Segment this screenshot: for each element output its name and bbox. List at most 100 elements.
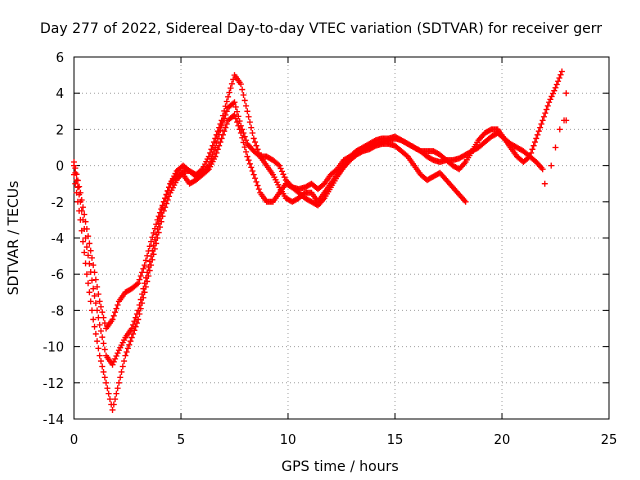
data-point bbox=[254, 182, 261, 189]
data-point bbox=[109, 316, 116, 323]
data-point bbox=[122, 352, 129, 359]
data-point bbox=[218, 117, 225, 124]
data-point bbox=[101, 346, 108, 353]
data-point bbox=[83, 225, 90, 232]
data-point bbox=[213, 149, 220, 156]
data-point bbox=[145, 273, 152, 280]
data-point bbox=[115, 379, 122, 386]
data-point bbox=[85, 233, 92, 240]
data-point bbox=[114, 385, 121, 392]
data-point bbox=[74, 177, 81, 184]
data-point bbox=[101, 374, 108, 381]
data-point bbox=[208, 146, 215, 153]
data-point bbox=[154, 235, 161, 241]
data-point bbox=[144, 278, 151, 285]
data-point bbox=[243, 148, 250, 155]
data-point bbox=[90, 262, 97, 269]
data-point bbox=[529, 146, 536, 153]
data-point bbox=[159, 202, 166, 209]
data-point bbox=[276, 162, 283, 169]
data-point bbox=[222, 124, 229, 131]
data-point bbox=[97, 358, 104, 365]
data-point bbox=[563, 90, 570, 97]
data-point bbox=[245, 157, 252, 164]
data-marks bbox=[71, 68, 570, 413]
data-point bbox=[237, 130, 244, 137]
data-point bbox=[279, 168, 286, 175]
data-point bbox=[555, 78, 562, 85]
data-point bbox=[252, 175, 259, 182]
data-point bbox=[72, 165, 79, 172]
data-point bbox=[79, 238, 86, 245]
data-point bbox=[280, 171, 287, 178]
data-point bbox=[99, 363, 106, 370]
data-point bbox=[239, 134, 246, 141]
data-point bbox=[240, 139, 247, 146]
data-point bbox=[240, 92, 247, 99]
data-point bbox=[113, 305, 120, 312]
data-point bbox=[72, 180, 79, 187]
data-point bbox=[92, 276, 99, 283]
data-point bbox=[119, 363, 126, 370]
data-point bbox=[543, 106, 550, 113]
data-point bbox=[105, 390, 112, 397]
data-point bbox=[148, 238, 155, 245]
data-point bbox=[231, 99, 238, 106]
data-point bbox=[139, 269, 146, 276]
data-point bbox=[148, 262, 155, 269]
data-point bbox=[246, 119, 253, 126]
data-point bbox=[552, 144, 559, 151]
data-point bbox=[114, 350, 121, 357]
data-point bbox=[94, 283, 101, 290]
data-point bbox=[155, 229, 162, 236]
data-point bbox=[131, 327, 138, 334]
y-tick-label: 6 bbox=[56, 51, 64, 66]
y-tick-label: -8 bbox=[51, 304, 64, 319]
data-point bbox=[88, 307, 95, 314]
y-tick-label: -14 bbox=[43, 413, 64, 428]
chart-title: Day 277 of 2022, Sidereal Day-to-day VTE… bbox=[40, 21, 602, 37]
data-point bbox=[139, 300, 146, 307]
data-point bbox=[213, 131, 220, 138]
data-point bbox=[141, 289, 148, 296]
data-point bbox=[209, 142, 216, 149]
data-point bbox=[95, 314, 102, 321]
y-tick-label: -10 bbox=[43, 341, 64, 356]
data-point bbox=[214, 146, 221, 153]
data-point bbox=[99, 334, 106, 341]
data-point bbox=[74, 184, 81, 191]
data-point bbox=[248, 124, 255, 131]
data-point bbox=[113, 353, 120, 360]
data-point bbox=[219, 131, 226, 138]
data-point bbox=[96, 352, 103, 359]
data-point bbox=[162, 195, 169, 202]
data-point bbox=[530, 142, 537, 149]
data-point bbox=[556, 74, 563, 81]
data-point bbox=[236, 126, 243, 133]
data-point bbox=[133, 281, 140, 288]
data-point bbox=[255, 149, 262, 156]
data-point bbox=[557, 71, 564, 78]
data-point bbox=[226, 89, 233, 96]
data-point bbox=[544, 102, 551, 109]
x-tick-label: 15 bbox=[387, 433, 404, 448]
data-point bbox=[231, 111, 238, 118]
data-point bbox=[103, 379, 110, 386]
data-point bbox=[549, 90, 556, 97]
data-point bbox=[137, 273, 144, 280]
data-point bbox=[112, 309, 119, 316]
data-point bbox=[146, 243, 153, 250]
data-point bbox=[94, 307, 101, 314]
data-point bbox=[204, 167, 211, 174]
data-point bbox=[534, 131, 541, 138]
data-point bbox=[535, 128, 542, 135]
y-tick-label: -4 bbox=[51, 232, 64, 247]
data-point bbox=[99, 309, 106, 316]
data-point bbox=[146, 267, 153, 274]
data-point bbox=[546, 99, 553, 106]
data-point bbox=[77, 216, 84, 223]
data-point bbox=[95, 291, 102, 298]
data-point bbox=[160, 198, 167, 205]
data-point bbox=[275, 161, 282, 168]
data-point bbox=[135, 280, 142, 287]
